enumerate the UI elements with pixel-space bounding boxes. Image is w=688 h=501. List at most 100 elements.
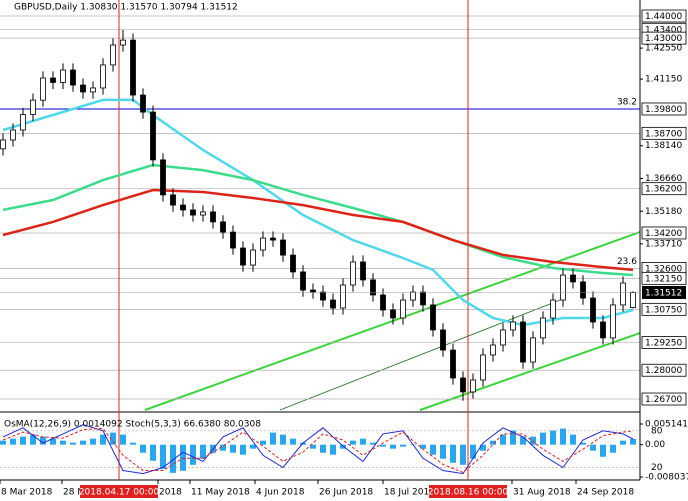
osma-bar (280, 434, 286, 445)
candle-body (180, 204, 186, 211)
osma-bar (550, 430, 556, 445)
x-tick-label: 24 Sep 2018 (577, 488, 634, 498)
candle-body (470, 379, 476, 393)
level-label: 1.36200 (645, 185, 682, 195)
level-label-box (641, 102, 687, 116)
x-tick-label: 18 Jul 2018 (384, 488, 435, 498)
level-label: 1.32150 (645, 274, 682, 284)
level-label-box (641, 363, 687, 377)
level-label: 1.29250 (645, 339, 682, 349)
y-tick-label: -0.008037 (645, 472, 688, 482)
candle-body (350, 261, 356, 286)
level-label: 1.44000 (645, 12, 682, 22)
osma-bar (610, 444, 616, 453)
stochastic-line (2, 424, 634, 475)
candle-body (600, 321, 606, 339)
candle-body (480, 354, 486, 381)
osma-bar (200, 444, 206, 459)
candle-body (620, 282, 626, 306)
candle-body (90, 87, 96, 93)
level-label-box (641, 271, 687, 285)
osma-bar (360, 438, 366, 445)
candle-body (340, 284, 346, 309)
osma-bar (20, 436, 26, 445)
x-tick-label: 2018.04.17 00:00 (79, 488, 160, 498)
oscillator-title: OsMA(12,26,9) 0.0014092 Stoch(5,3,3) 66.… (4, 420, 261, 430)
osma-bar (470, 444, 476, 459)
level-label-box (641, 336, 687, 349)
level-label-box (641, 126, 687, 140)
x-tick-label: 2018 (159, 488, 182, 498)
osma-bar (400, 444, 406, 447)
candle-body (120, 39, 126, 46)
candle-body (130, 39, 136, 96)
osma-bar (120, 434, 126, 445)
candle-body (20, 114, 26, 131)
osma-bar (110, 432, 116, 445)
candle-body (50, 77, 56, 83)
candle-body (420, 291, 426, 306)
osma-bar (420, 444, 426, 449)
candle-body (250, 249, 256, 266)
candle-body (540, 317, 546, 339)
osma-bar (560, 428, 566, 445)
channel-lines (0, 15, 641, 411)
candle-body (360, 261, 366, 281)
candle-body (550, 299, 556, 319)
current-price-label: 1.31512 (645, 288, 682, 298)
candle-body (140, 94, 146, 113)
candle-body (610, 304, 616, 339)
y-tick-label: 1.38140 (645, 141, 682, 151)
candle-body (10, 129, 16, 141)
candle-body (290, 254, 296, 273)
candle-body (70, 69, 76, 86)
osma-bar (50, 438, 56, 445)
osma-bar (450, 444, 456, 463)
osma-bar (150, 444, 156, 461)
y-tick-label: 1.35180 (645, 207, 682, 217)
level-label-box (641, 392, 687, 406)
level-label-box (641, 226, 687, 240)
candle-body (60, 69, 66, 83)
y2-tick-label: 80 (651, 426, 663, 436)
candle-body (210, 211, 216, 223)
osma-bar (310, 444, 316, 449)
candle-body (530, 337, 536, 363)
osma-bar (240, 444, 246, 455)
level-label-box (641, 302, 687, 316)
candle-body (460, 377, 466, 393)
osma-bar (460, 444, 466, 465)
candle-body (300, 271, 306, 291)
x-tick-label: 31 Aug 2018 (513, 488, 571, 498)
candle-body (570, 274, 576, 283)
osma-bar (530, 436, 536, 445)
candle-body (160, 159, 166, 196)
osma-bar (160, 444, 166, 469)
candle-body (320, 291, 326, 301)
time-marker-box (80, 485, 158, 498)
osma-bar (170, 444, 176, 473)
time-marker-box (429, 485, 507, 498)
candle-body (380, 294, 386, 311)
osma-bar (80, 440, 86, 445)
candle-body (190, 209, 196, 216)
osma-bar (480, 444, 486, 451)
osma-bar (180, 444, 186, 471)
osma-bar (500, 434, 506, 445)
osma-bar (70, 442, 76, 445)
osma-bar (260, 440, 266, 445)
candle-body (80, 84, 86, 93)
candle-body (260, 237, 266, 251)
osma-bar (60, 440, 66, 445)
level-label: 1.28000 (645, 366, 682, 376)
osma-bar (90, 438, 96, 445)
candle-body (450, 349, 456, 379)
osma-bar (630, 439, 636, 445)
candle-body (150, 111, 156, 161)
moving-average (2, 163, 634, 277)
level-label-box (641, 31, 687, 45)
level-label: 1.32600 (645, 264, 682, 274)
stochastic-line (2, 427, 634, 473)
